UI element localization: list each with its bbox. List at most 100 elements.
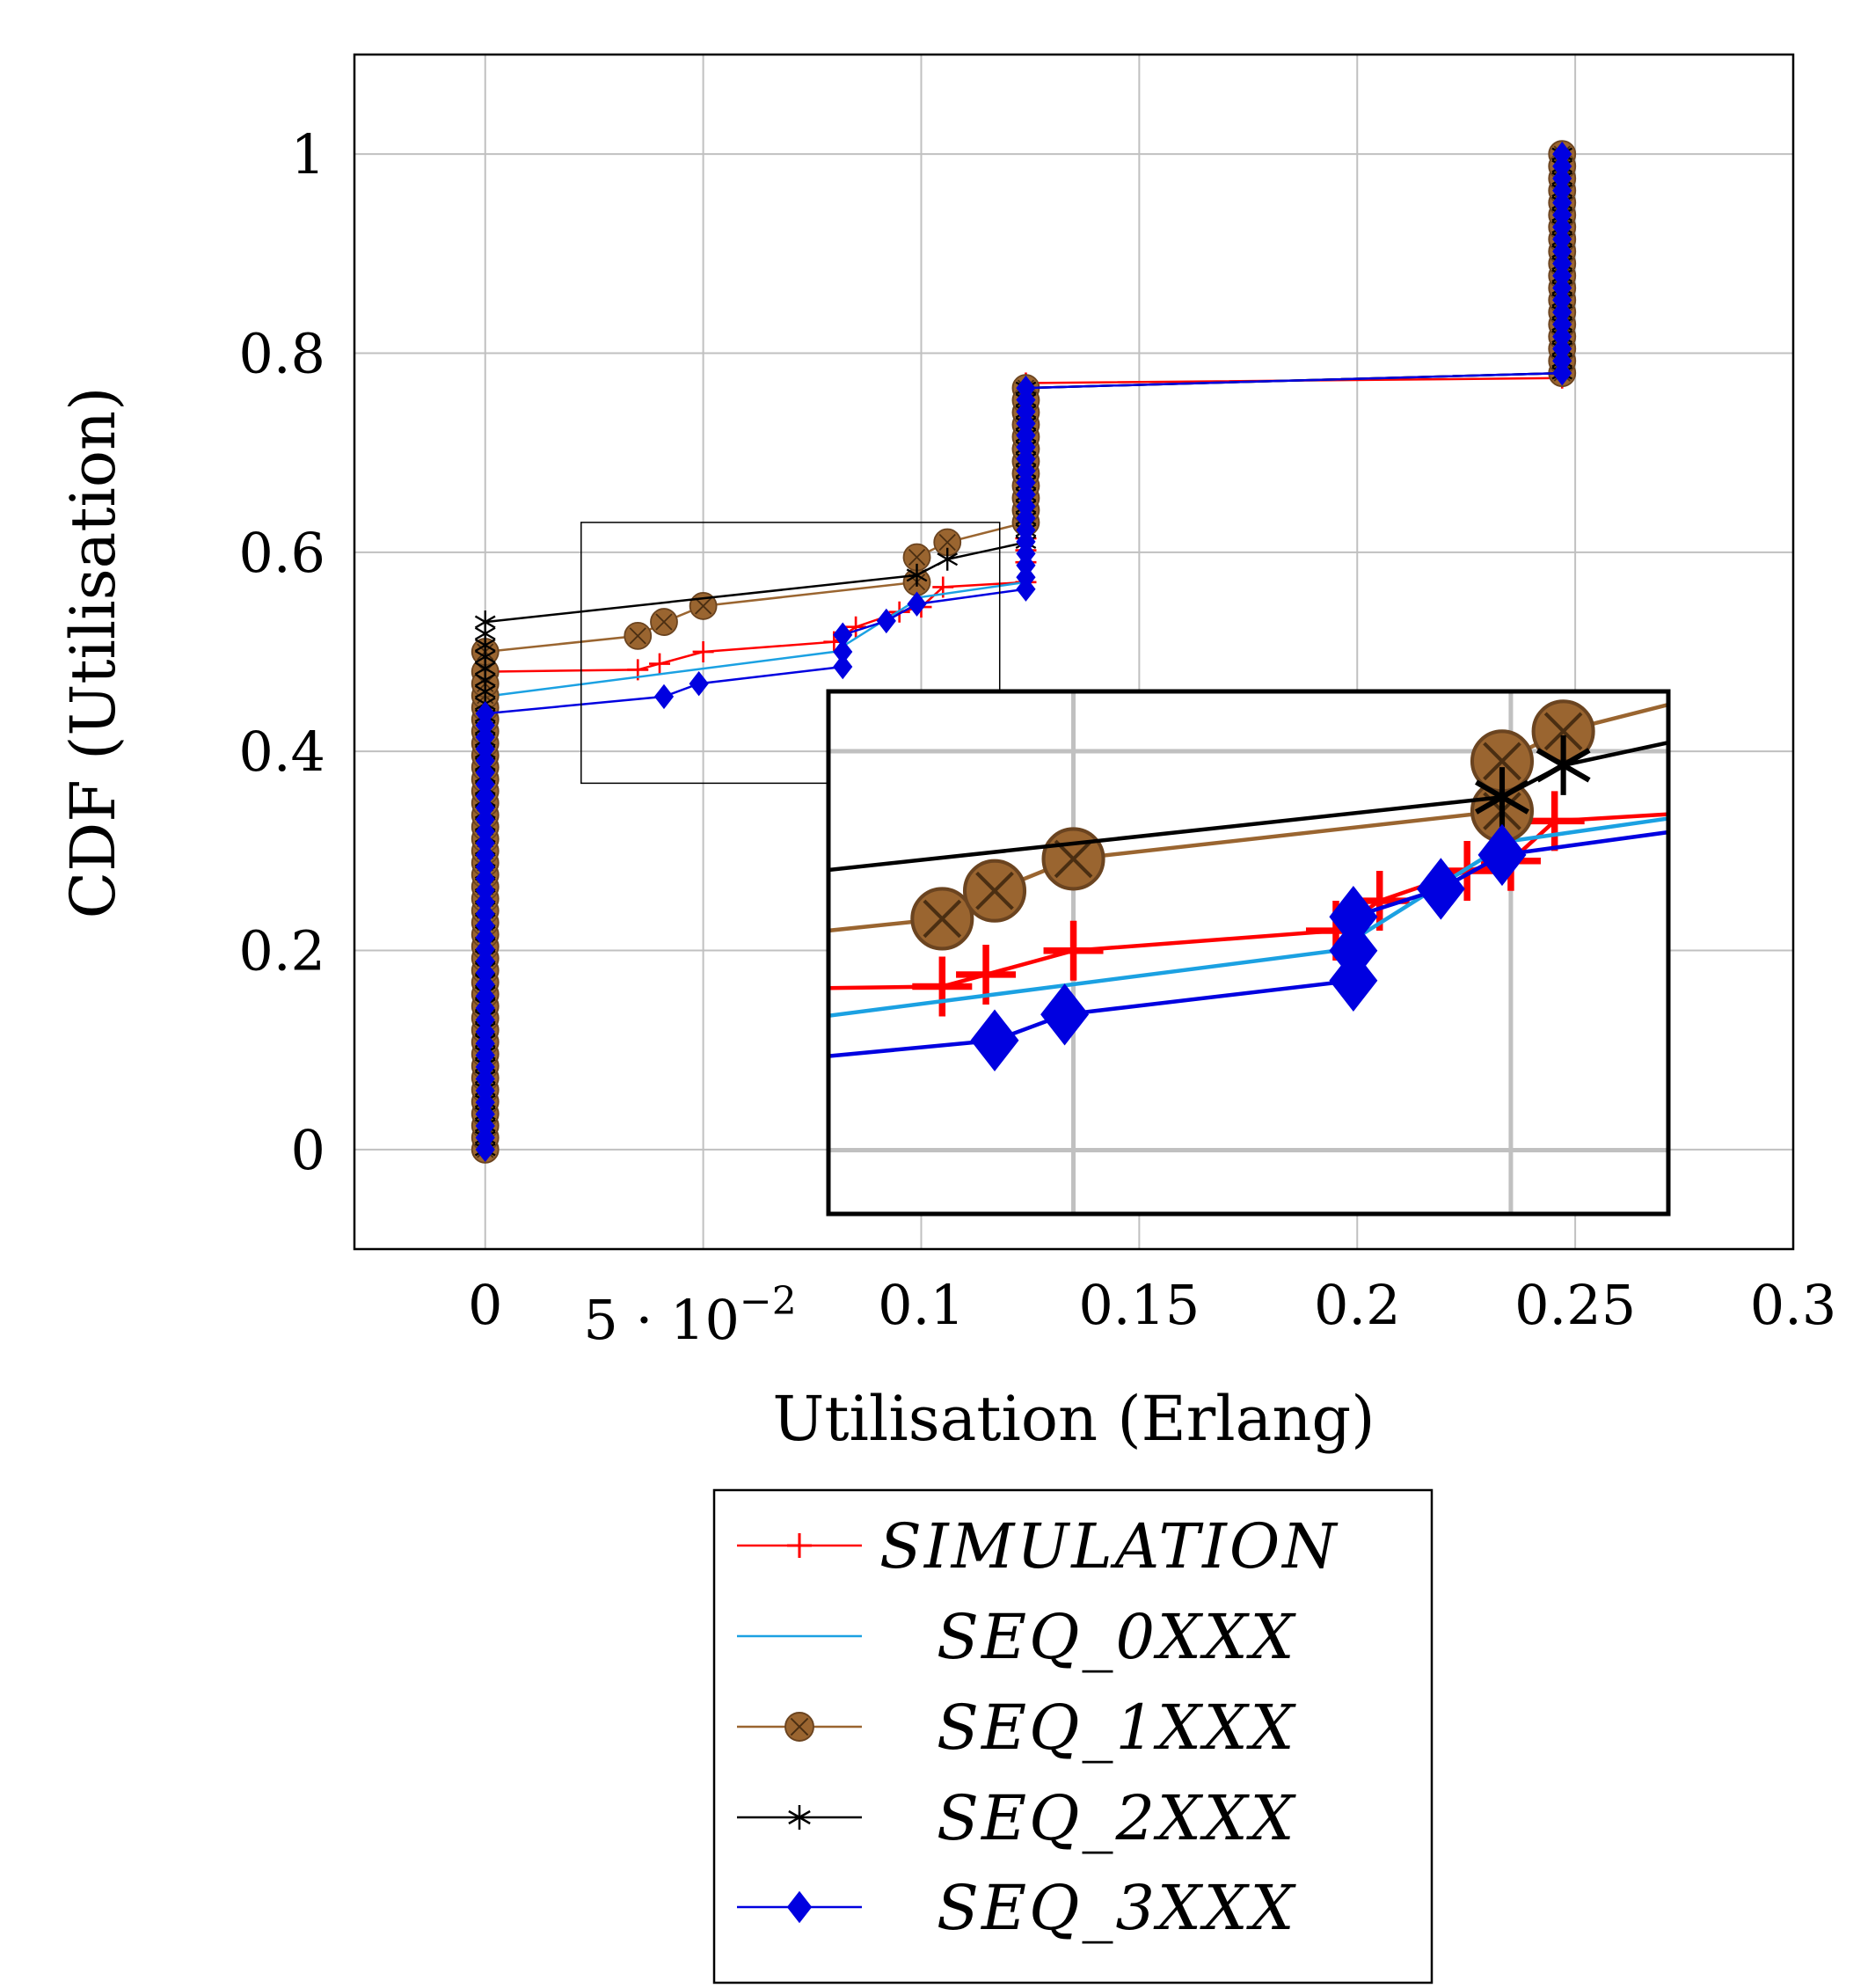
legend-label: SEQ_1XXX (937, 1692, 1297, 1764)
star-marker (1695, 416, 1747, 476)
star-marker (610, 1363, 662, 1422)
legend-label: SEQ_2XXX (937, 1782, 1297, 1854)
circle-marker-body (606, 1176, 666, 1236)
legend-item-seq-3xxx: SEQ_3XXX (737, 1872, 1297, 1944)
diamond-marker (613, 1210, 660, 1269)
star-marker (610, 1556, 662, 1616)
circle-marker-cross (1703, 674, 1739, 710)
diamond-marker (1697, 605, 1744, 665)
circle-marker-cross (618, 1356, 654, 1392)
star-marker (610, 1073, 662, 1133)
diamond-marker (1477, 823, 1527, 887)
circle-marker-body (1691, 490, 1751, 550)
diamond-marker (613, 1139, 660, 1199)
star-marker (610, 954, 662, 1014)
circle-marker-cross (618, 1164, 654, 1200)
inset-line-seq-0xxx (828, 816, 1668, 1018)
circle-marker-body (606, 1870, 666, 1930)
star-marker (1695, 677, 1747, 737)
diamond-marker (613, 1634, 660, 1694)
plus-marker (606, 1870, 666, 1930)
plus-marker (606, 1582, 666, 1642)
plus-marker (606, 1224, 666, 1283)
plus-marker (606, 1702, 666, 1762)
circle-x-marker (902, 543, 931, 572)
circle-marker-body (1691, 465, 1751, 525)
diamond-marker (907, 591, 927, 617)
circle-marker-cross (1703, 575, 1739, 611)
plus-marker (606, 1559, 666, 1619)
y-tick-label: 0 (291, 1118, 325, 1182)
circle-x-marker (1041, 827, 1105, 891)
plot-frame (353, 53, 1795, 1251)
star-marker (1695, 487, 1747, 547)
plus-marker (606, 1774, 666, 1834)
y-tick-labels: 0 0.2 0.4 0.6 0.8 1 (238, 122, 325, 1182)
legend-label: SEQ_3XXX (937, 1872, 1297, 1944)
star-marker (610, 1677, 662, 1736)
plus-marker (845, 616, 867, 638)
diamond-marker (613, 1800, 660, 1860)
diamond-marker (613, 1517, 660, 1576)
circle-x-marker (606, 1033, 666, 1093)
circle-marker-cross (618, 1116, 654, 1152)
circle-x-marker (606, 1607, 666, 1667)
diamond-marker (1697, 581, 1744, 641)
main-series (471, 140, 1577, 1164)
diamond-marker (613, 1729, 660, 1789)
circle-marker-body (606, 1655, 666, 1714)
plus-marker (1691, 430, 1751, 490)
diamond-marker (1697, 392, 1744, 452)
diamond-marker (613, 1068, 660, 1128)
diamond-marker (1040, 983, 1090, 1046)
circle-x-marker (606, 1702, 666, 1762)
star-marker (1695, 464, 1747, 523)
circle-marker-cross (1703, 551, 1739, 587)
diamond-marker (613, 1540, 660, 1600)
diamond-marker (613, 1446, 660, 1506)
circle-x-marker (1691, 392, 1751, 452)
plus-marker (606, 1631, 666, 1691)
plus-marker (1043, 920, 1104, 981)
plus-marker (1691, 717, 1751, 777)
plus-marker (1691, 383, 1751, 442)
circle-marker-cross (908, 548, 926, 566)
circle-x-marker (606, 1655, 666, 1714)
circle-marker-cross (618, 1020, 654, 1056)
x-tick-label: 5 · 10−2 (583, 1279, 796, 1352)
circle-x-marker (606, 1129, 666, 1188)
star-marker (1536, 735, 1591, 795)
diamond-marker (970, 1009, 1019, 1071)
star-marker (1695, 535, 1747, 595)
inset-series-seq-0xxx (828, 816, 1668, 1018)
plus-marker (912, 956, 973, 1017)
plus-marker (606, 1918, 666, 1977)
x-tick-label: 0.15 (1078, 1273, 1200, 1337)
circle-marker-body (606, 1224, 666, 1283)
diamond-marker (613, 1422, 660, 1482)
diamond-marker (1697, 535, 1744, 595)
plus-marker (606, 1104, 666, 1164)
circle-marker-body (606, 1798, 666, 1858)
plus-marker (606, 1798, 666, 1858)
circle-marker-cross (618, 1451, 654, 1487)
circle-marker-cross (1703, 405, 1739, 441)
diamond-marker (613, 1233, 660, 1293)
x-tick-label: 0.25 (1514, 1273, 1636, 1337)
circle-marker-cross (618, 1212, 654, 1248)
circle-x-marker (606, 1439, 666, 1499)
circle-marker-cross (923, 899, 962, 939)
circle-x-marker (606, 1176, 666, 1236)
circle-marker-body (606, 1487, 666, 1547)
circle-marker-cross (694, 597, 712, 615)
star-marker (610, 1773, 662, 1833)
circle-marker-cross (1703, 502, 1739, 538)
circle-marker-body (606, 1033, 666, 1093)
circle-marker-body (606, 1392, 666, 1451)
plus-marker (1691, 669, 1751, 729)
star-marker (610, 1170, 662, 1230)
x-tick-label: 0.2 (1314, 1273, 1401, 1337)
circle-marker-body (606, 1631, 666, 1691)
x-tick-label: 0 (468, 1273, 502, 1337)
star-marker (610, 1145, 662, 1205)
